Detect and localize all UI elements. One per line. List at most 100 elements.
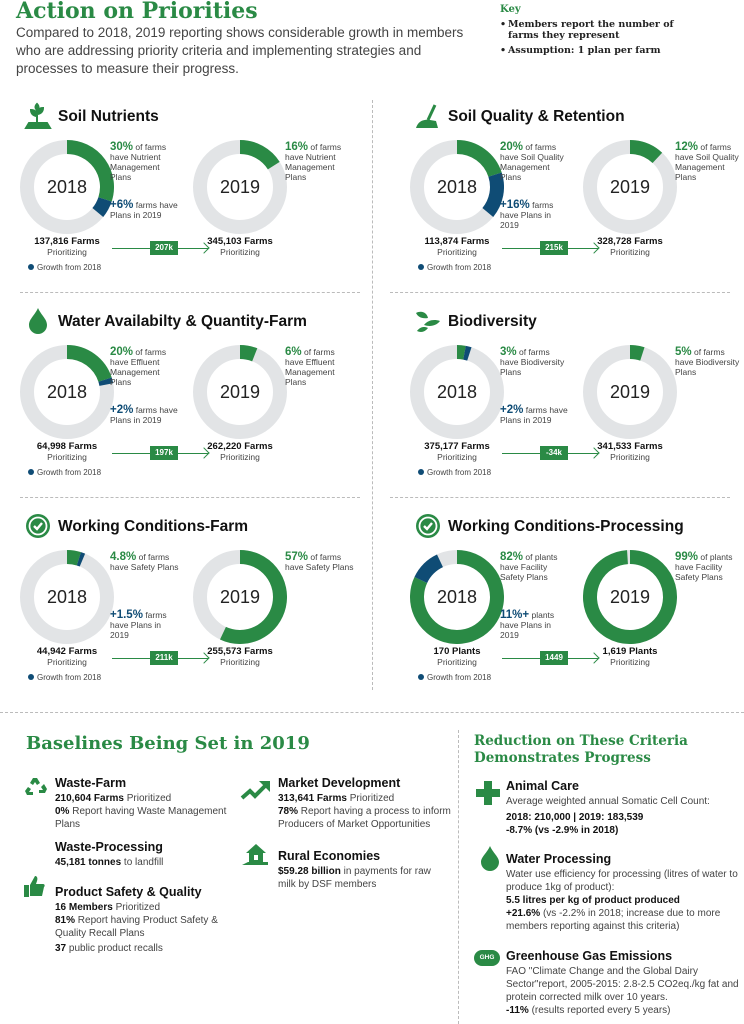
donut-chart-2018 <box>20 550 114 644</box>
year-label: 2019 <box>609 587 651 607</box>
market-development: Market Development 313,641 Farms Priorit… <box>278 777 453 831</box>
share-2019: 99% of plants have Facility Safety Plans <box>675 551 744 582</box>
greenhouse-gas: Greenhouse Gas Emissions FAO "Climate Ch… <box>506 950 742 1017</box>
year-label: 2019 <box>609 382 651 402</box>
donut-2019: 2019 <box>193 140 287 234</box>
animal-care: Animal Care Average weighted annual Soma… <box>506 780 736 837</box>
share-value: 30% <box>110 141 134 153</box>
count-label: Prioritizing <box>437 657 477 667</box>
panel-title: Working Conditions-Processing <box>448 518 684 535</box>
donut-2019: 2019 <box>193 550 287 644</box>
text: Prioritized <box>112 902 161 913</box>
share-text: of farms have Safety Plans <box>110 552 179 572</box>
text: in payments for raw milk by DSF members <box>278 866 431 890</box>
value: 16 Members <box>55 902 113 913</box>
growth-value: +1.5% <box>110 609 143 621</box>
growth-2018: +2% farms have Plans in 2019 <box>500 404 570 425</box>
count-label: Prioritizing <box>610 657 650 667</box>
count-value: 113,874 Farms <box>424 236 490 247</box>
count-2019: 255,573 Farms Prioritizing <box>180 646 300 668</box>
donut-segment-share <box>583 550 677 644</box>
baselines-title: Baselines Being Set in 2019 <box>26 733 310 754</box>
text: Report having a process to inform Produc… <box>278 806 451 830</box>
legend-dot-icon <box>28 674 34 680</box>
priority-panel: Biodiversity 2018 2019 3% of farms have … <box>390 305 744 505</box>
share-text: of farms have Nutrient Management Plans <box>285 142 342 182</box>
delta-badge: 1449 <box>540 651 568 665</box>
reduction-title: Reduction on These Criteria Demonstrates… <box>474 733 688 766</box>
share-value: 16% <box>285 141 309 153</box>
donut-chart-2018 <box>20 345 114 439</box>
count-value: 255,573 Farms <box>207 646 273 657</box>
count-2019: 341,533 Farms Prioritizing <box>570 441 690 463</box>
donut-chart-2019 <box>193 550 287 644</box>
share-value: 99% <box>675 551 699 563</box>
divider <box>458 730 459 1024</box>
year-label: 2018 <box>436 382 478 402</box>
text: Prioritized <box>346 793 395 804</box>
donut-segment-share <box>456 140 502 178</box>
donut-2018: 2018 <box>410 140 504 234</box>
donut-chart-2019 <box>583 345 677 439</box>
count-2019: 1,619 Plants Prioritizing <box>570 646 690 668</box>
count-value: 1,619 Plants <box>602 646 658 657</box>
panel-title: Soil Nutrients <box>58 108 159 125</box>
donut-segment-share <box>66 550 81 566</box>
legend: Growth from 2018 <box>418 263 491 272</box>
count-value: 44,942 Farms <box>36 646 98 657</box>
count-label: Prioritizing <box>220 247 260 257</box>
legend-dot-icon <box>418 674 424 680</box>
legend: Growth from 2018 <box>28 468 101 477</box>
text: Report having Product Safety & Quality R… <box>55 915 218 939</box>
legend-dot-icon <box>418 264 424 270</box>
share-value: 20% <box>110 346 134 358</box>
shovel-icon <box>416 104 438 128</box>
donut-chart-2018 <box>410 550 504 644</box>
year-label: 2019 <box>219 382 261 402</box>
donut-segment-growth <box>92 196 112 217</box>
legend-label: Growth from 2018 <box>37 263 102 272</box>
share-value: 3% <box>500 346 517 358</box>
donut-2018: 2018 <box>410 550 504 644</box>
section-title: Water Processing <box>506 852 612 866</box>
count-label: Prioritizing <box>47 247 87 257</box>
share-2018: 4.8% of farms have Safety Plans <box>110 551 180 572</box>
legend-dot-icon <box>28 264 34 270</box>
growth-2018: 11%+ plants have Plans in 2019 <box>500 609 570 640</box>
section-title: Market Development <box>278 776 401 790</box>
key-item: Members report the number of farms they … <box>500 19 700 41</box>
text: FAO "Climate Change and the Global Dairy… <box>506 966 739 1003</box>
legend: Growth from 2018 <box>418 673 491 682</box>
count-value: 328,728 Farms <box>597 236 663 247</box>
share-text: of farms have Biodiversity Plans <box>500 347 565 377</box>
count-2019: 345,103 Farms Prioritizing <box>180 236 300 258</box>
growth-value: +2% <box>110 404 134 416</box>
panel-title: Water Availabilty & Quantity-Farm <box>58 313 307 330</box>
recycle-icon <box>25 778 47 795</box>
panel-title: Working Conditions-Farm <box>58 518 249 535</box>
growth-value: +2% <box>500 404 524 416</box>
value: 81% <box>55 915 76 926</box>
value: 0% <box>55 806 70 817</box>
water-processing: Water Processing Water use efficiency fo… <box>506 853 738 933</box>
legend: Growth from 2018 <box>28 673 101 682</box>
donut-segment-share <box>66 140 114 202</box>
text: to landfill <box>121 857 164 868</box>
year-label: 2018 <box>46 382 88 402</box>
donut-chart-2019 <box>583 140 677 234</box>
count-label: Prioritizing <box>220 657 260 667</box>
panel-title: Soil Quality & Retention <box>448 108 625 125</box>
growth-2018: +16% farms have Plans in 2019 <box>500 199 570 230</box>
share-value: 82% <box>500 551 524 563</box>
donut-2018: 2018 <box>410 345 504 439</box>
donut-segment-share <box>629 345 645 361</box>
text: Report having Waste Management Plans <box>55 806 227 830</box>
value: 5.5 litres per kg of product produced <box>506 895 680 906</box>
divider <box>390 497 730 498</box>
check-badge-icon <box>416 514 440 538</box>
share-2018: 3% of farms have Biodiversity Plans <box>500 346 570 377</box>
legend: Growth from 2018 <box>418 468 491 477</box>
year-label: 2019 <box>609 177 651 197</box>
value: $59.28 billion <box>278 866 341 877</box>
delta-badge: 215k <box>540 241 568 255</box>
